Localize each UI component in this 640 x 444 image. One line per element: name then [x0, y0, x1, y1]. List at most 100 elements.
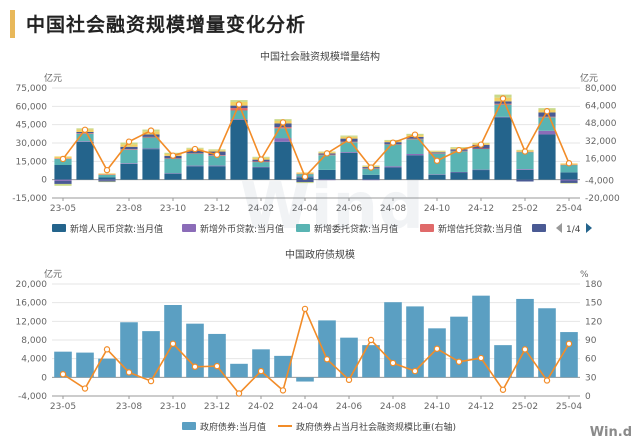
chart2-line-point — [455, 358, 463, 365]
chart1-y-left-tick-label: 15,000 — [16, 157, 48, 167]
chart1-line-point — [499, 95, 507, 102]
chart2-bar — [362, 345, 380, 378]
chart2-line-point — [257, 367, 265, 375]
chart1-bar-segment — [428, 153, 446, 154]
chart1-bar-segment — [186, 153, 204, 154]
chart1-bar-segment — [208, 149, 226, 151]
chart1-y-right-unit: 亿元 — [580, 72, 598, 84]
chart2-y-right-tick-label: 120 — [585, 317, 602, 327]
chart2-bar — [472, 295, 490, 378]
chart1-bar-segment — [318, 155, 336, 170]
chart1-bar-segment — [340, 152, 358, 180]
chart1-y-left-tick-label: 60,000 — [16, 102, 48, 112]
chart1-bar-segment — [340, 152, 358, 153]
chart1-bar-segment — [472, 169, 490, 180]
chart1-bar-segment — [164, 173, 182, 180]
chart2-x-tick-label: 24-06 — [336, 402, 362, 412]
chart1-legend-swatch-more — [532, 224, 546, 232]
chart1-bar-segment — [296, 179, 314, 183]
chart1-bar-segment — [76, 133, 94, 142]
chart1-bar-segment — [494, 101, 512, 104]
chart1-bar-segment — [384, 166, 402, 168]
chart1-bar-segment — [252, 162, 270, 167]
chart1-x-tick-label: 23-10 — [160, 204, 186, 214]
chart1-bar-segment — [428, 151, 446, 153]
chart2-line-point — [125, 369, 133, 376]
chart1-bar-segment — [120, 144, 138, 147]
chart1-bar-segment — [230, 100, 248, 102]
chart1-bar-segment — [516, 179, 534, 182]
chart2-y-right-tick-label: 30 — [585, 373, 597, 383]
social-financing-structure-chart: 中国社会融资规模增量结构 -15,000 0 15,000 30,000 45,000 60… — [12, 50, 620, 235]
chart1-bar-segment — [406, 138, 424, 140]
chart1-bar-segment — [428, 153, 446, 175]
chart1-bar-segment — [120, 163, 138, 164]
chart2-line-point — [433, 345, 441, 352]
chart1-x-tick-label: 24-12 — [468, 204, 494, 214]
chart2-line-point — [565, 340, 573, 347]
legend-next-icon — [586, 223, 592, 233]
chart2-line-point — [389, 359, 397, 367]
chart1-bar-segment — [120, 146, 138, 150]
chart2-line-point — [367, 336, 375, 344]
title-accent-bar — [10, 10, 15, 38]
chart1-y-left-tick-label: 30,000 — [16, 139, 48, 149]
chart2-line-point — [191, 363, 199, 370]
chart1-bar-segment — [120, 163, 138, 180]
chart2-x-tick-label: 24-10 — [424, 402, 450, 412]
chart1-bar-segment — [76, 141, 94, 180]
chart1-line-point — [191, 145, 199, 153]
chart1-line-point — [125, 138, 133, 145]
chart2-bar — [494, 345, 512, 378]
chart1-bar-segment — [516, 152, 534, 170]
chart2-x-tick-label: 25-04 — [556, 402, 582, 412]
chart1-line-point — [323, 150, 331, 157]
page-title: 中国社会融资规模增量变化分析 — [26, 14, 307, 36]
chart1-bar-segment — [76, 141, 94, 142]
chart1-total-line — [62, 96, 570, 179]
chart1-bar-segment — [230, 110, 248, 120]
chart2-x-tick-label: 23-08 — [116, 402, 142, 412]
chart2-bar — [340, 337, 358, 378]
chart1-bar-segment — [560, 165, 578, 173]
chart1-bar-segment — [406, 155, 424, 180]
chart1-bar-segment — [516, 169, 534, 180]
wind-brand-logo: Win.d — [589, 425, 632, 440]
chart2-y-left-tick-label: 4,000 — [21, 355, 47, 365]
chart1-line-point — [235, 101, 243, 108]
chart1-bar-segment — [54, 183, 72, 186]
chart1-bar-segment — [362, 168, 380, 175]
chart1-bar-segment — [98, 174, 116, 175]
chart1-x-tick-label: 25-02 — [512, 204, 538, 214]
chart1-bar-segment — [252, 167, 270, 180]
chart2-x-tick-label: 23-12 — [204, 402, 230, 412]
chart1-bar-segment — [494, 117, 512, 180]
chart1-bar-segment — [186, 165, 204, 167]
chart1-line-point — [477, 141, 485, 148]
chart1-bar-segment — [428, 174, 446, 175]
chart1-bar-segment — [142, 134, 160, 137]
chart1-bar-segment — [406, 139, 424, 154]
chart2-y-left-unit: 亿元 — [44, 268, 62, 280]
chart2-y-right-tick-label: 0 — [585, 392, 591, 402]
chart1-bar-segment — [142, 137, 160, 149]
chart1-line-point — [301, 173, 309, 180]
chart2-bar — [560, 332, 578, 378]
chart1-bar-segment — [120, 149, 138, 164]
chart2-line-point — [59, 371, 67, 378]
chart1-bar-segment — [142, 148, 160, 150]
chart2-x-tick-label: 24-12 — [468, 402, 494, 412]
chart1-bar-segment — [318, 179, 336, 181]
chart1-bar-segment — [494, 116, 512, 118]
chart1-bar-segment — [560, 179, 578, 181]
chart1-bar-segment — [340, 135, 358, 137]
chart2-x-tick-label: 25-02 — [512, 402, 538, 412]
chart1-line-point — [81, 126, 89, 134]
chart2-line-point — [235, 390, 243, 397]
chart1-y-left-tick-label: 45,000 — [16, 121, 48, 131]
chart1-bar-segment — [164, 158, 182, 174]
chart1-title: 中国社会融资规模增量结构 — [260, 50, 380, 63]
chart2-bar — [428, 328, 446, 378]
chart2-legend-label: 政府债券占当月社会融资规模比重(右轴) — [296, 421, 456, 433]
chart2-bar — [98, 358, 116, 378]
